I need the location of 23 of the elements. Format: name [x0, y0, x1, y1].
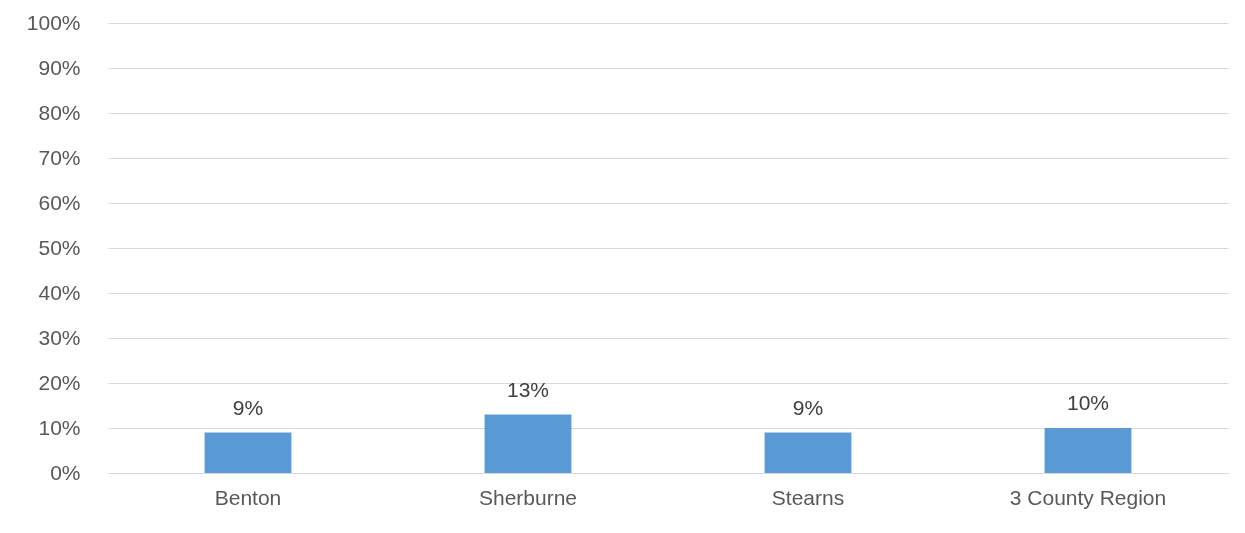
- x-tick-label: 3 County Region: [1009, 485, 1167, 509]
- data-label: 9%: [792, 395, 824, 419]
- bar: [764, 432, 852, 473]
- data-label: 9%: [232, 395, 264, 419]
- data-label: 10%: [1066, 391, 1110, 414]
- bar: [204, 432, 292, 473]
- y-tick-label: 30%: [38, 325, 81, 349]
- y-tick-label: 50%: [38, 235, 81, 259]
- y-tick-label: 70%: [38, 145, 81, 169]
- data-label: 13%: [506, 377, 550, 401]
- y-tick-label: 90%: [38, 55, 81, 79]
- bar: [1044, 428, 1132, 473]
- y-tick-label: 80%: [38, 100, 81, 124]
- bar: [484, 414, 572, 473]
- x-tick-label: Sherburne: [478, 485, 578, 509]
- x-tick-label: Stearns: [771, 485, 845, 509]
- y-tick-label: 0%: [50, 460, 81, 484]
- x-tick-label: Benton: [214, 485, 282, 509]
- y-tick-label: 20%: [38, 370, 81, 394]
- y-tick-label: 10%: [38, 415, 81, 439]
- y-tick-label: 40%: [38, 280, 81, 304]
- y-tick-label: 60%: [38, 190, 81, 214]
- y-tick-label: 100%: [26, 10, 81, 34]
